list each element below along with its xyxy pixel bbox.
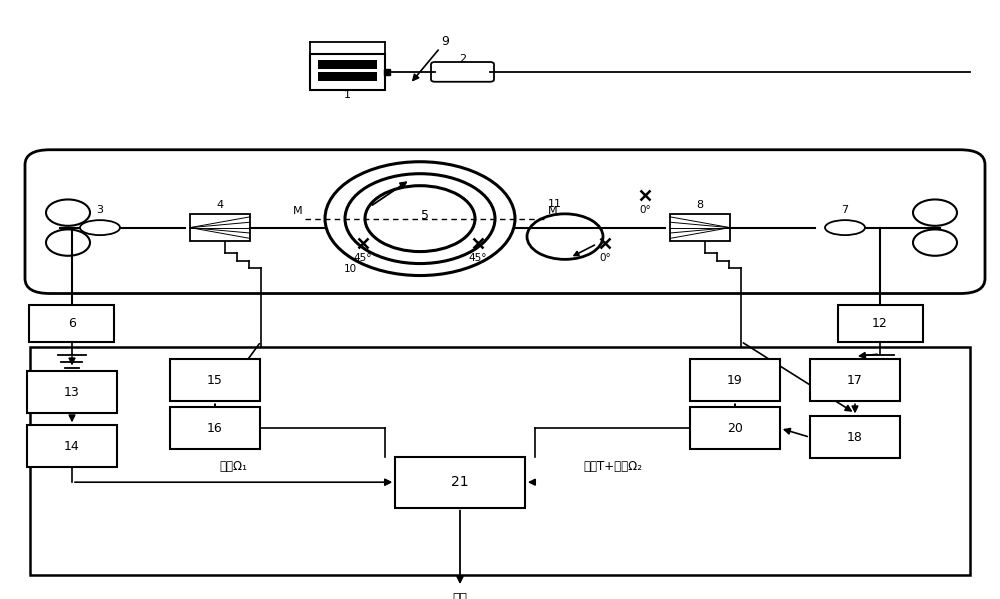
- Text: 9: 9: [441, 35, 449, 49]
- Text: 16: 16: [207, 422, 223, 435]
- Text: 6: 6: [68, 317, 76, 330]
- Text: 20: 20: [727, 422, 743, 435]
- Bar: [690, 407, 780, 449]
- Text: 4: 4: [216, 200, 224, 210]
- Bar: [170, 359, 260, 401]
- Text: 8: 8: [696, 200, 704, 210]
- Text: M: M: [292, 205, 302, 216]
- Bar: [190, 214, 250, 241]
- Text: 45°: 45°: [469, 253, 487, 264]
- FancyBboxPatch shape: [431, 62, 494, 82]
- Text: 17: 17: [847, 374, 863, 387]
- Bar: [318, 72, 377, 81]
- Text: 转速Ω₁: 转速Ω₁: [220, 460, 248, 473]
- Bar: [690, 359, 780, 401]
- Text: 5: 5: [421, 209, 429, 222]
- Text: 14: 14: [64, 440, 80, 453]
- Text: 1: 1: [344, 90, 351, 99]
- Bar: [318, 60, 377, 69]
- Text: 18: 18: [847, 431, 863, 444]
- Bar: [310, 54, 385, 90]
- Text: 10: 10: [343, 264, 357, 274]
- Text: 3: 3: [96, 205, 104, 214]
- Text: 0°: 0°: [599, 253, 611, 264]
- Text: 45°: 45°: [354, 253, 372, 264]
- Bar: [395, 456, 525, 508]
- Bar: [810, 359, 900, 401]
- Text: 11: 11: [548, 199, 562, 208]
- Text: 13: 13: [64, 386, 80, 399]
- Bar: [810, 416, 900, 458]
- Ellipse shape: [825, 220, 865, 235]
- Text: 温度T+转速Ω₂: 温度T+转速Ω₂: [583, 460, 642, 473]
- Bar: [838, 305, 922, 342]
- Bar: [670, 214, 730, 241]
- Bar: [27, 425, 117, 467]
- Text: 7: 7: [841, 205, 849, 214]
- Bar: [29, 305, 114, 342]
- Text: 12: 12: [872, 317, 888, 330]
- Bar: [30, 347, 970, 575]
- Bar: [27, 371, 117, 413]
- Text: 19: 19: [727, 374, 743, 387]
- Text: 21: 21: [451, 475, 469, 489]
- Ellipse shape: [80, 220, 120, 235]
- Text: 2: 2: [459, 54, 466, 63]
- Text: 0°: 0°: [639, 205, 651, 216]
- Text: M: M: [548, 205, 558, 216]
- Text: 输出: 输出: [452, 592, 468, 599]
- Text: 15: 15: [207, 374, 223, 387]
- FancyBboxPatch shape: [25, 150, 985, 294]
- Bar: [170, 407, 260, 449]
